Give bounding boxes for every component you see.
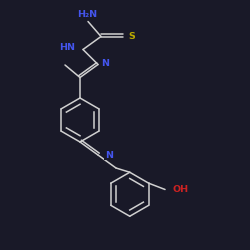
Text: N: N <box>101 59 109 68</box>
Text: OH: OH <box>172 185 189 194</box>
Text: N: N <box>105 150 113 160</box>
Text: H₂N: H₂N <box>77 10 97 19</box>
Text: S: S <box>128 32 135 41</box>
Text: HN: HN <box>60 42 76 51</box>
